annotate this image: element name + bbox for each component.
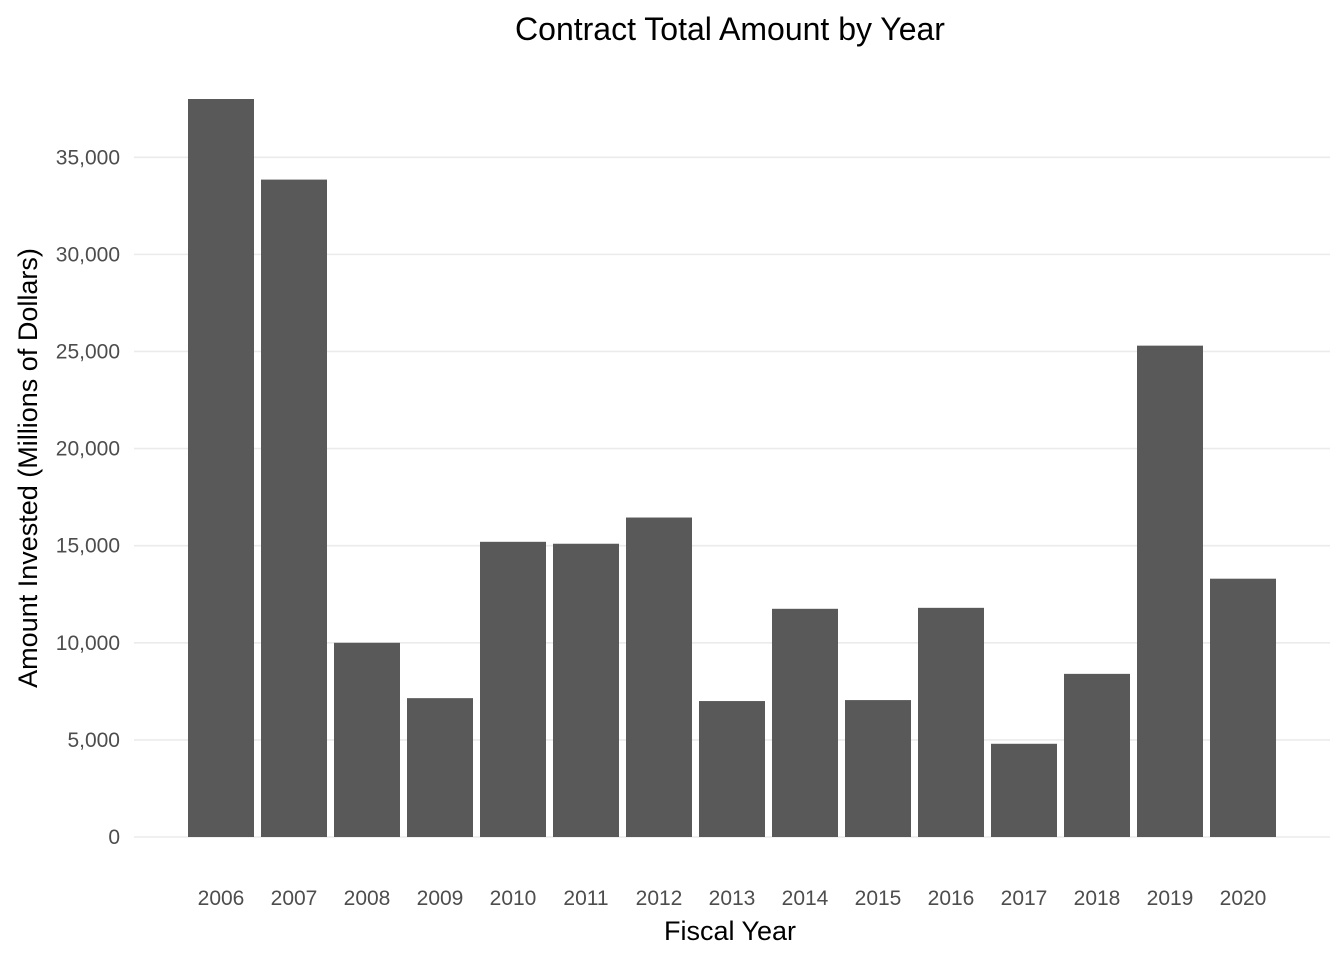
x-tick-label: 2017: [1001, 887, 1048, 910]
y-tick-labels: 0 5,000 10,000 15,000 20,000 25,000 30,000 35,0…: [56, 146, 120, 849]
bar-2014: [772, 608, 838, 837]
x-tick-label: 2019: [1147, 887, 1194, 910]
bar-2016: [918, 607, 984, 837]
x-tick-label: 2020: [1220, 887, 1267, 910]
bar-2015: [845, 700, 911, 837]
x-tick-label: 2006: [198, 887, 245, 910]
bar-2017: [991, 743, 1057, 837]
y-tick-label: 15,000: [56, 535, 120, 558]
y-axis-title: Amount Invested (Millions of Dollars): [13, 248, 43, 688]
x-tick-label: 2014: [782, 887, 829, 910]
bar-2011: [553, 543, 619, 837]
x-tick-label: 2009: [417, 887, 464, 910]
x-tick-label: 2013: [709, 887, 756, 910]
x-tick-label: 2016: [928, 887, 975, 910]
x-tick-label: 2008: [344, 887, 391, 910]
y-tick-label: 5,000: [67, 729, 120, 752]
bar-2006: [188, 99, 254, 837]
y-tick-label: 25,000: [56, 340, 120, 363]
bar-2019: [1137, 345, 1203, 837]
bar-2018: [1064, 673, 1130, 837]
bar-2007: [261, 179, 327, 838]
bar-2012: [626, 517, 692, 837]
x-tick-label: 2010: [490, 887, 537, 910]
chart-title: Contract Total Amount by Year: [515, 11, 945, 47]
x-tick-label: 2015: [855, 887, 902, 910]
bar-2008: [334, 642, 400, 837]
x-tick-label: 2018: [1074, 887, 1121, 910]
bar-2013: [699, 701, 765, 837]
bars: [188, 99, 1276, 838]
y-tick-label: 35,000: [56, 146, 120, 169]
bar-2009: [407, 698, 473, 837]
bar-2010: [480, 541, 546, 837]
x-axis-title: Fiscal Year: [664, 916, 796, 946]
y-tick-label: 0: [108, 826, 120, 849]
x-tick-label: 2011: [563, 887, 608, 910]
x-tick-label: 2012: [636, 887, 683, 910]
y-tick-label: 10,000: [56, 632, 120, 655]
x-tick-labels: 2006 2007 2008 2009 2010 2011 2012 2013 2014 2015…: [198, 887, 1267, 910]
x-tick-label: 2007: [271, 887, 318, 910]
y-tick-label: 30,000: [56, 243, 120, 266]
bar-2020: [1210, 578, 1276, 837]
y-tick-label: 20,000: [56, 438, 120, 461]
